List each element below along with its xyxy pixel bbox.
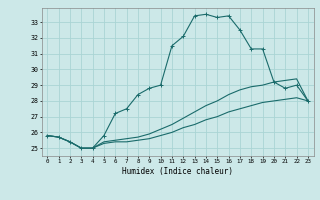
X-axis label: Humidex (Indice chaleur): Humidex (Indice chaleur) — [122, 167, 233, 176]
